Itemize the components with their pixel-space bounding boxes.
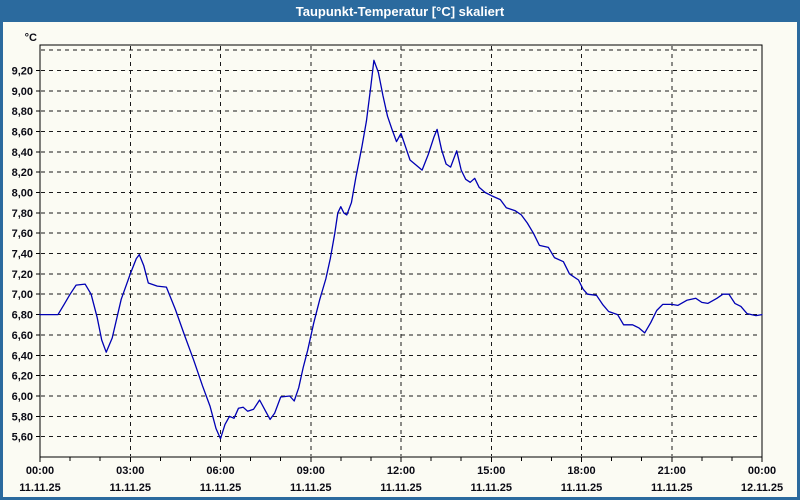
x-tick-time-label: 00:00	[748, 465, 776, 477]
y-tick-label: 7,60	[12, 228, 33, 240]
y-tick-label: 9,20	[12, 65, 33, 77]
y-tick-label: 9,00	[12, 86, 33, 98]
y-tick-label: 6,00	[12, 391, 33, 403]
y-tick-label: 7,20	[12, 269, 33, 281]
y-tick-label: 5,80	[12, 411, 33, 423]
y-axis-unit-label: °C	[25, 32, 37, 44]
series-line	[39, 59, 763, 440]
x-tick-date-label: 11.11.25	[380, 482, 422, 494]
y-tick-label: 8,00	[12, 188, 33, 200]
y-tick-label: 8,20	[12, 167, 33, 179]
x-tick-date-label: 11.11.25	[561, 482, 603, 494]
y-tick-label: 5,60	[12, 432, 33, 444]
y-tick-label: 8,80	[12, 106, 33, 118]
y-tick-label: 7,80	[12, 208, 33, 220]
x-tick-date-label: 11.11.25	[470, 482, 512, 494]
y-tick-label: 8,60	[12, 126, 33, 138]
y-tick-label: 7,40	[12, 249, 33, 261]
window-title: Taupunkt-Temperatur [°C] skaliert	[295, 4, 505, 19]
x-tick-date-label: 12.11.25	[741, 482, 783, 494]
x-tick-time-label: 09:00	[297, 465, 325, 477]
y-tick-label: 6,60	[12, 330, 33, 342]
x-tick-time-label: 06:00	[206, 465, 234, 477]
x-tick-date-label: 11.11.25	[651, 482, 693, 494]
window-title-bar: Taupunkt-Temperatur [°C] skaliert	[3, 3, 797, 22]
plot-border	[39, 44, 763, 458]
x-tick-date-label: 11.11.25	[290, 482, 332, 494]
x-tick-time-label: 21:00	[658, 465, 686, 477]
x-tick-time-label: 12:00	[387, 465, 415, 477]
y-tick-label: 6,20	[12, 371, 33, 383]
x-tick-time-label: 18:00	[567, 465, 595, 477]
x-tick-date-label: 11.11.25	[19, 482, 61, 494]
y-tick-label: 6,40	[12, 350, 33, 362]
x-tick-time-label: 00:00	[26, 465, 54, 477]
dewpoint-line-chart: °C 9,20 9,00 8,80 8,60 8,40 8,20 8,00 7,80 7,60 7,…	[12, 32, 784, 494]
x-tick-date-label: 11.11.25	[200, 482, 242, 494]
y-tick-label: 7,00	[12, 289, 33, 301]
chart-area: °C 9,20 9,00 8,80 8,60 8,40 8,20 8,00 7,80 7,60 7,…	[3, 22, 797, 497]
x-tick-date-label: 11.11.25	[109, 482, 151, 494]
x-tick-time-label: 15:00	[477, 465, 505, 477]
y-tick-label: 6,80	[12, 310, 33, 322]
y-tick-label: 8,40	[12, 147, 33, 159]
x-tick-time-label: 03:00	[116, 465, 144, 477]
